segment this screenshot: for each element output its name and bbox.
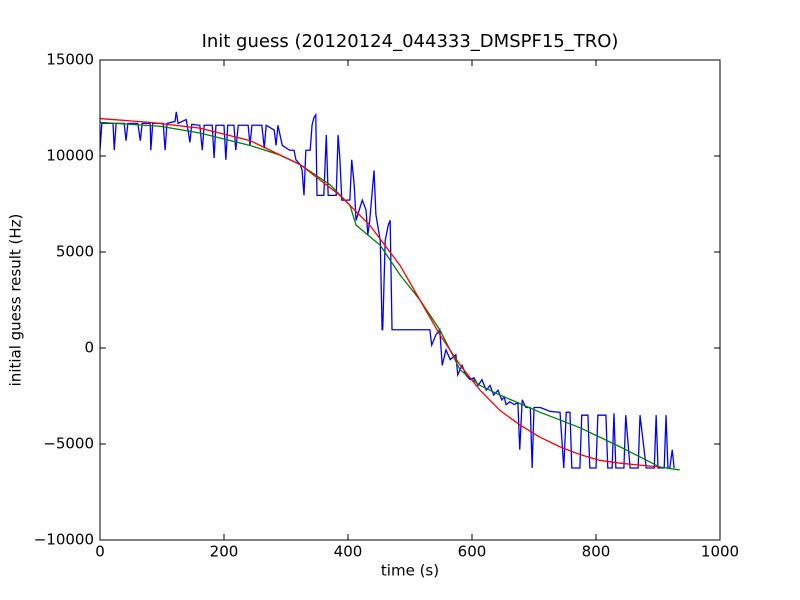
y-tick-label: 15000 <box>46 51 94 69</box>
y-tick-label: −5000 <box>43 435 94 453</box>
y-tick-label: 10000 <box>46 147 94 165</box>
x-tick-label: 0 <box>95 543 105 561</box>
x-axis-label: time (s) <box>381 562 439 580</box>
x-tick-label: 800 <box>582 543 611 561</box>
plot-frame <box>99 59 721 541</box>
y-tick-label: 0 <box>84 339 94 357</box>
data-line <box>99 111 675 469</box>
y-tick-label: −10000 <box>34 531 94 549</box>
x-tick-label: 1000 <box>701 543 739 561</box>
x-tick-label: 200 <box>210 543 239 561</box>
data-line <box>99 117 660 468</box>
y-tick-label: 5000 <box>56 243 94 261</box>
y-axis-label: initial guess result (Hz) <box>7 214 25 387</box>
data-line <box>99 121 680 471</box>
chart-title: Init guess (20120124_044333_DMSPF15_TRO) <box>202 31 619 52</box>
x-tick-label: 600 <box>458 543 487 561</box>
x-tick-label: 400 <box>334 543 363 561</box>
